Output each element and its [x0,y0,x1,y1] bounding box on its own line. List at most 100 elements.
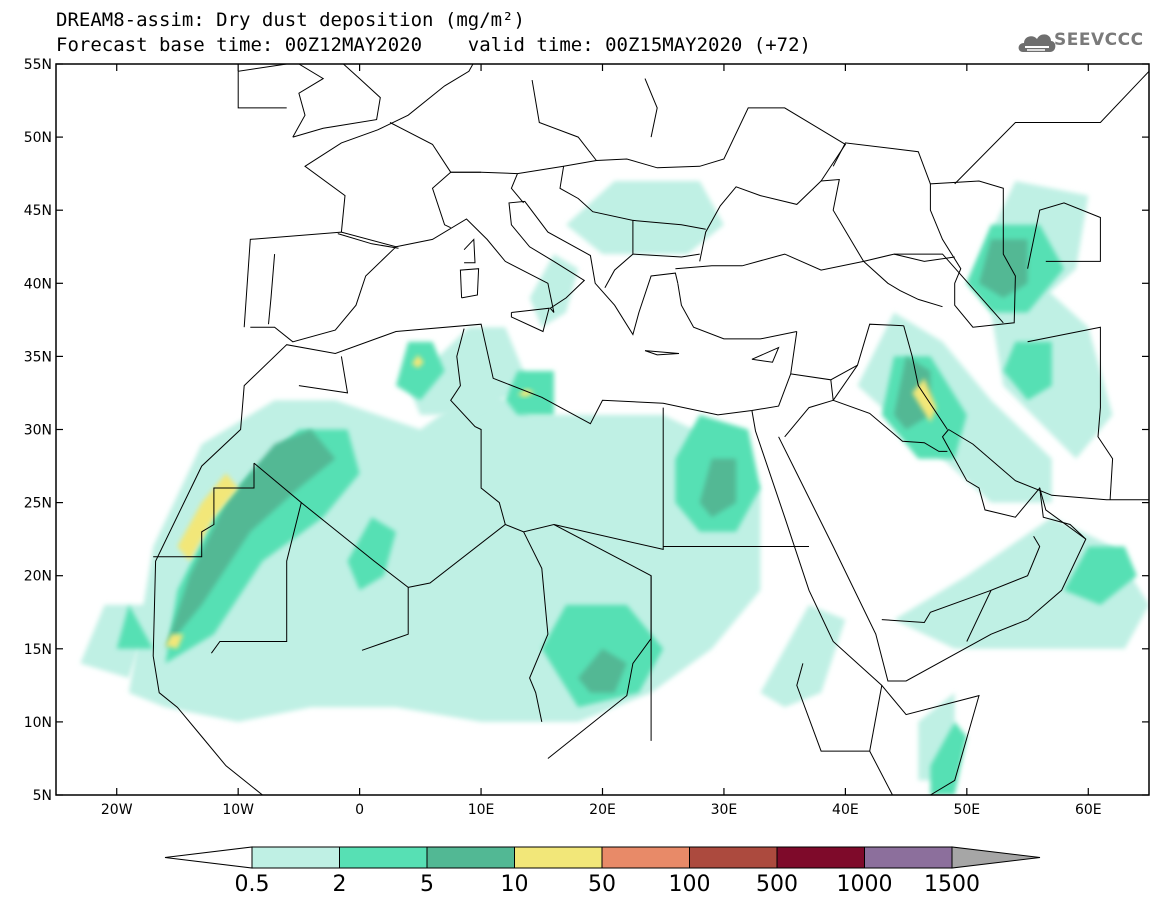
boundary-line [298,356,349,394]
boundary-line [677,283,797,340]
boundary-line [292,64,381,138]
axis-ticks: 5N 10N 15N 20N 25N 30N 35N 40N 45N 50N 55N 20W 10W 0 1… [24,57,1149,818]
lat-tick-label: 35N [24,349,52,365]
boundary-line [796,663,894,795]
boundary-line [699,178,865,262]
dust-contour-region [408,327,530,415]
lon-tick-label: 50E [953,802,980,818]
boundary-line [833,399,948,452]
boundary-line [863,253,955,262]
boundary-line [450,328,506,525]
boundary-line [954,70,1149,185]
boundary-line [644,78,658,138]
dust-contour-region [699,458,737,518]
lon-tick-label: 40E [832,802,859,818]
boundary-line [644,350,680,356]
colorbar-label: 2 [333,872,347,897]
dust-contour-region [165,429,360,664]
boundary-line [778,429,1087,682]
boundary-line [152,656,263,795]
boundary-line [1027,202,1101,269]
dust-contour-region [1003,341,1052,401]
lon-tick-label: 60E [1075,802,1102,818]
dust-contour-region [396,341,445,401]
colorbar-label: 100 [669,872,711,897]
boundary-line [751,410,980,795]
lat-tick-label: 10N [24,715,52,731]
boundary-line [863,261,943,308]
dust-contour-region [566,181,724,255]
dust-contour-region [578,648,627,693]
colorbar-label: 5 [420,872,434,897]
lat-tick-label: 5N [33,788,52,804]
boundary-line [510,307,550,333]
colorbar-box [689,846,778,869]
boundary-line [632,219,706,230]
dust-contour-region [116,604,154,649]
boundary-line [463,238,476,264]
colorbar-label: 0.5 [235,872,270,897]
lon-tick-label: 20E [589,802,616,818]
boundary-line [553,407,664,551]
dust-contour-region [894,356,931,430]
colorbar-box [251,846,340,869]
dust-contour-region [517,388,535,398]
lon-tick-label: 10W [222,802,254,818]
boundary-line [751,346,780,363]
boundary-line [832,364,858,401]
colorbar-box [601,846,690,869]
dust-contour-region [347,517,396,591]
dust-contour-region [1064,546,1137,605]
boundary-line [408,523,652,759]
cloud-logo-icon [1018,34,1056,52]
colorbar-box [864,846,953,869]
boundary-line [210,462,302,654]
boundary-line [292,64,325,138]
colorbar-box [426,846,515,869]
chart-subtitle: Forecast base time: 00Z12MAY2020 valid t… [56,34,811,56]
boundary-line [304,64,474,233]
coastlines-and-borders [152,64,1149,795]
dust-contour-region [165,634,184,649]
colorbar-label: 1000 [837,872,893,897]
dust-contour-region [912,378,937,423]
boundary-line [966,535,1041,642]
logo-text: SEEVCCC [1054,30,1144,50]
dust-contour-region [177,473,239,562]
boundary-line [237,64,287,109]
boundary-line [459,268,480,299]
colorbar-over-triangle [951,846,1041,869]
boundary-line [337,233,399,249]
boundary-line [1039,487,1087,540]
colorbar-label: 500 [756,872,798,897]
boundary-line [903,325,948,430]
dust-contour-region [411,354,424,369]
boundary-line [929,180,1016,328]
lon-tick-label: 10E [468,802,495,818]
lat-tick-label: 40N [24,276,52,292]
boundary-line [894,253,1004,324]
boundary-line [243,231,397,343]
colorbar-box [339,846,428,869]
lat-tick-label: 50N [24,130,52,146]
boundary-line [832,142,931,185]
boundary-line [510,173,524,204]
boundary-line [153,463,255,558]
lon-tick-label: 20W [101,802,133,818]
boundary-line [531,80,597,161]
colorbar-label: 50 [588,872,616,897]
lat-tick-label: 45N [24,203,52,219]
boundary-line [268,254,276,325]
boundary-line [784,379,834,438]
chart-title: DREAM8-assim: Dry dust deposition (mg/m²… [56,9,525,31]
boundary-line [948,429,1149,501]
boundary-line [431,171,482,229]
dust-contour-region [991,283,1113,459]
dust-contour-region [930,721,967,795]
boundary-line [395,200,679,336]
boundary-line [559,166,634,288]
boundary-line [1027,326,1114,500]
dust-contour-region [165,429,336,649]
colorbar-label: 10 [501,872,529,897]
